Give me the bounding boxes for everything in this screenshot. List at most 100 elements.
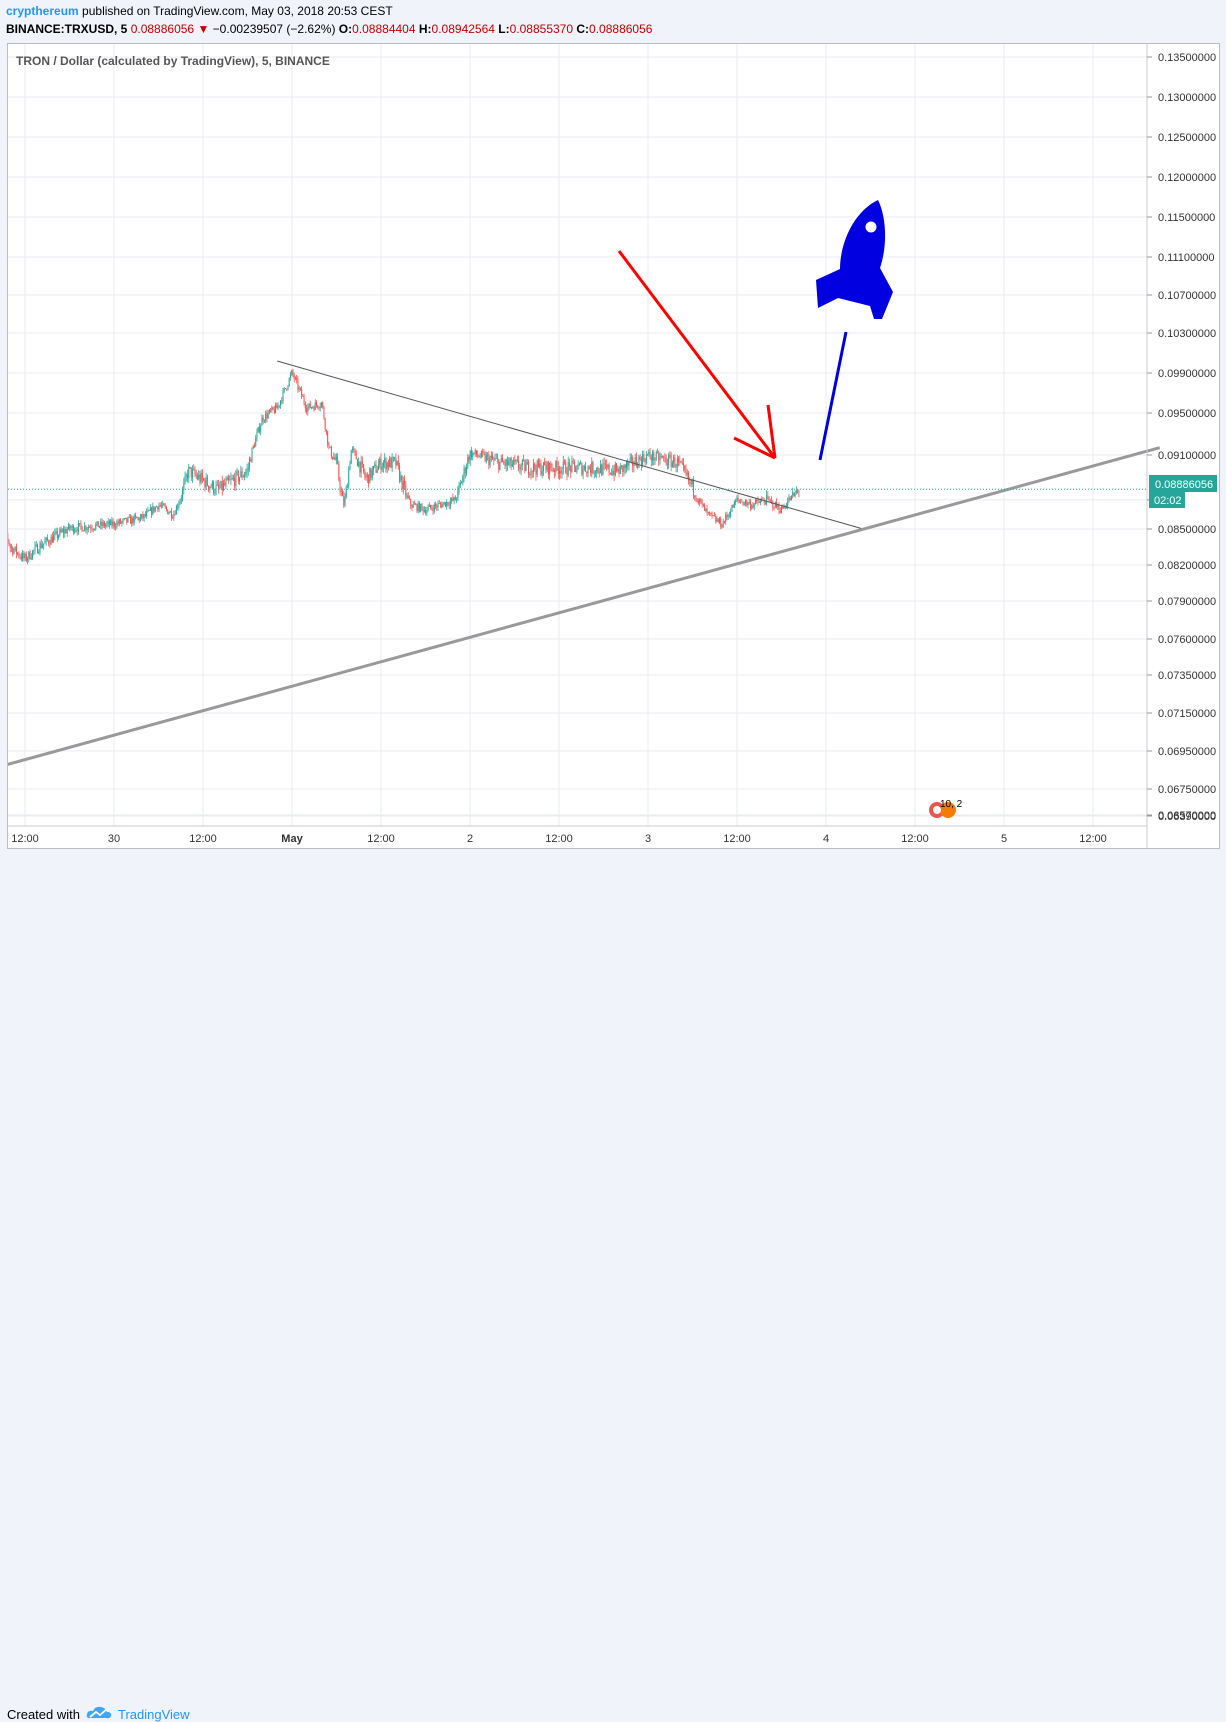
candle-body bbox=[467, 457, 468, 467]
candle-body bbox=[728, 515, 729, 517]
candle-body bbox=[451, 498, 452, 501]
candle-body bbox=[36, 545, 37, 546]
candle-body bbox=[441, 504, 442, 507]
candle-body bbox=[704, 505, 705, 511]
candle-body bbox=[382, 467, 383, 470]
close-value: 0.08886056 bbox=[589, 22, 652, 36]
candle-body bbox=[720, 518, 721, 526]
candle-body bbox=[354, 450, 355, 452]
candle-body bbox=[504, 463, 505, 466]
candle-body bbox=[150, 508, 151, 511]
candle-body bbox=[271, 407, 272, 410]
candle-body bbox=[212, 482, 213, 487]
candle-body bbox=[83, 531, 84, 532]
candle-body bbox=[185, 476, 186, 483]
candle-body bbox=[147, 510, 148, 511]
candle-body bbox=[599, 472, 600, 474]
candle-body bbox=[135, 516, 136, 517]
candle-body bbox=[529, 474, 530, 475]
candle-body bbox=[90, 527, 91, 528]
candle-body bbox=[787, 501, 788, 506]
candle-body bbox=[676, 467, 677, 468]
candle-body bbox=[221, 481, 222, 488]
candle-body bbox=[673, 457, 674, 462]
candle-body bbox=[145, 514, 146, 516]
candle-body bbox=[423, 507, 424, 512]
author-link[interactable]: crypthereum bbox=[6, 4, 79, 18]
candle-body bbox=[699, 499, 700, 503]
candle-body bbox=[270, 410, 271, 411]
candle-body bbox=[247, 470, 248, 473]
candle-body bbox=[13, 550, 14, 554]
candle-body bbox=[183, 483, 184, 490]
candle-body bbox=[54, 533, 55, 536]
candle-body bbox=[749, 502, 750, 503]
price-chart[interactable]: TRON / Dollar (calculated by TradingView… bbox=[8, 44, 1219, 848]
candle-body bbox=[286, 389, 287, 390]
candle-body bbox=[616, 464, 617, 471]
candle-body bbox=[101, 522, 102, 526]
events-label: 10, 2 bbox=[940, 799, 963, 810]
candle-body bbox=[795, 492, 796, 496]
candle-body bbox=[744, 503, 745, 504]
candle-body bbox=[708, 512, 709, 513]
candle-body bbox=[615, 464, 616, 476]
candle-body bbox=[49, 543, 50, 544]
candle-body bbox=[89, 527, 90, 528]
candle-body bbox=[64, 529, 65, 533]
candle-body bbox=[44, 541, 45, 543]
candle-body bbox=[606, 465, 607, 468]
candle-body bbox=[605, 464, 606, 465]
x-tick-label: 12:00 bbox=[1079, 833, 1107, 845]
price-axis[interactable]: 0.135000000.130000000.125000000.12000000… bbox=[1147, 44, 1216, 848]
candle-body bbox=[743, 502, 744, 505]
candle-body bbox=[175, 514, 176, 515]
y-tick-label: 0.09100000 bbox=[1158, 450, 1216, 462]
candle-body bbox=[604, 464, 605, 465]
candle-body bbox=[490, 458, 491, 465]
candle-body bbox=[389, 458, 390, 467]
candle-body bbox=[545, 465, 546, 470]
candle-body bbox=[295, 378, 296, 379]
candle-body bbox=[721, 527, 722, 528]
candle-body bbox=[657, 452, 658, 453]
candle-body bbox=[579, 464, 580, 465]
candle-body bbox=[80, 523, 81, 526]
tradingview-link[interactable]: TradingView bbox=[118, 1707, 190, 1722]
candle-body bbox=[700, 499, 701, 502]
candle-body bbox=[563, 461, 564, 469]
candle-body bbox=[682, 463, 683, 464]
candle-body bbox=[407, 496, 408, 497]
candle-body bbox=[482, 451, 483, 452]
candle-body bbox=[240, 471, 241, 477]
candle-body bbox=[242, 471, 243, 477]
candle-body bbox=[281, 401, 282, 402]
candle-body bbox=[399, 466, 400, 481]
candle-body bbox=[321, 403, 322, 407]
candle-body bbox=[537, 461, 538, 475]
candle-body bbox=[690, 480, 691, 485]
candle-body bbox=[233, 478, 234, 479]
candle-body bbox=[503, 462, 504, 463]
candle-body bbox=[712, 513, 713, 515]
candle-body bbox=[540, 463, 541, 474]
low-label: L: bbox=[498, 22, 509, 36]
candle-body bbox=[656, 452, 657, 459]
candle-body bbox=[299, 388, 300, 389]
candle-body bbox=[454, 497, 455, 500]
chart-area[interactable]: TRON / Dollar (calculated by TradingView… bbox=[7, 43, 1220, 849]
grid bbox=[8, 44, 1147, 826]
candle-body bbox=[425, 510, 426, 514]
candle-body bbox=[136, 517, 137, 518]
candle-body bbox=[191, 467, 192, 477]
candle-body bbox=[119, 520, 120, 524]
candle-body bbox=[568, 462, 569, 474]
candle-body bbox=[496, 458, 497, 459]
footer: Created with TradingView bbox=[0, 850, 1226, 882]
candle-body bbox=[677, 458, 678, 466]
candle-body bbox=[495, 459, 496, 460]
candle-body bbox=[227, 478, 228, 481]
candle-body bbox=[99, 526, 100, 527]
tradingview-cloud-icon[interactable] bbox=[86, 1705, 112, 1721]
